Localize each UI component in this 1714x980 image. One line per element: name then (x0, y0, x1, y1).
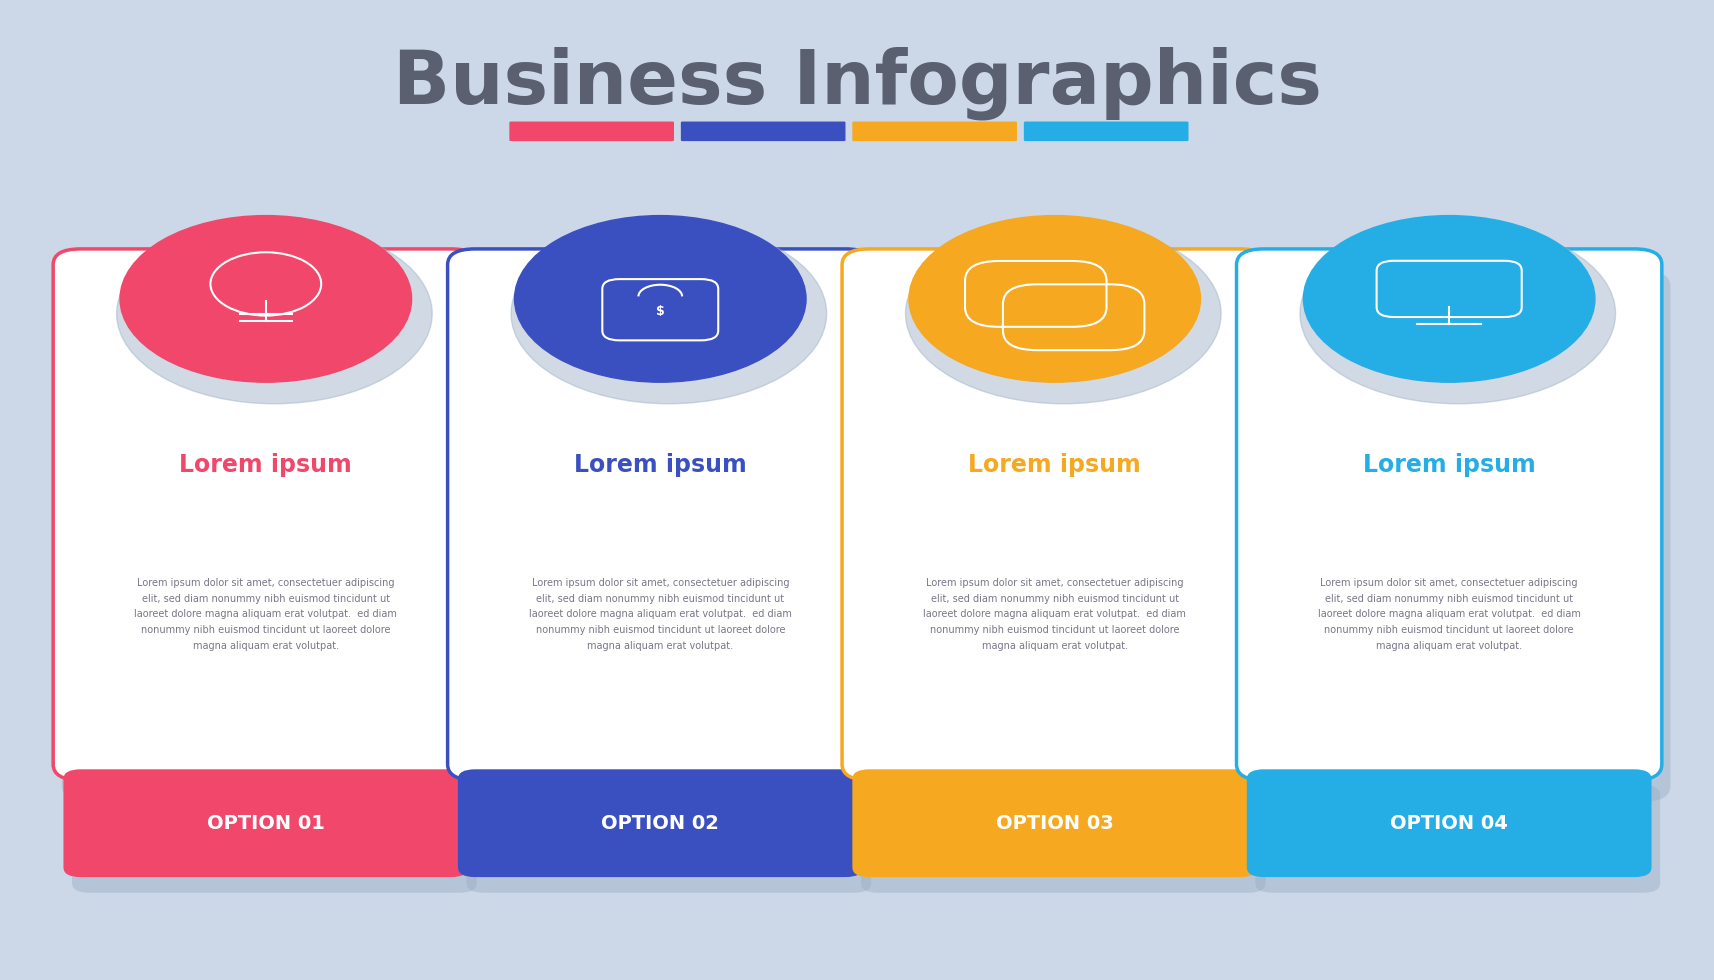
Text: Business Infographics: Business Infographics (393, 46, 1321, 120)
Text: Lorem ipsum: Lorem ipsum (1363, 453, 1534, 476)
FancyBboxPatch shape (447, 249, 872, 780)
Text: Lorem ipsum: Lorem ipsum (180, 453, 351, 476)
FancyBboxPatch shape (680, 122, 845, 141)
Circle shape (117, 223, 432, 404)
Text: Lorem ipsum dolor sit amet, consectetuer adipiscing
elit, sed diam nonummy nibh : Lorem ipsum dolor sit amet, consectetuer… (1316, 578, 1580, 651)
Text: OPTION 01: OPTION 01 (207, 813, 324, 833)
Text: OPTION 03: OPTION 03 (996, 813, 1112, 833)
FancyBboxPatch shape (852, 769, 1256, 877)
Circle shape (514, 216, 806, 382)
FancyBboxPatch shape (1023, 122, 1188, 141)
Circle shape (120, 216, 411, 382)
FancyBboxPatch shape (62, 270, 487, 802)
FancyBboxPatch shape (1236, 249, 1661, 780)
FancyBboxPatch shape (842, 249, 1267, 780)
FancyBboxPatch shape (456, 270, 881, 802)
FancyBboxPatch shape (860, 785, 1265, 893)
FancyBboxPatch shape (850, 270, 1275, 802)
FancyBboxPatch shape (1244, 270, 1669, 802)
Text: Lorem ipsum: Lorem ipsum (574, 453, 746, 476)
FancyBboxPatch shape (852, 122, 1016, 141)
Circle shape (1303, 216, 1594, 382)
FancyBboxPatch shape (458, 769, 862, 877)
FancyBboxPatch shape (509, 122, 674, 141)
Circle shape (1299, 223, 1615, 404)
Text: Lorem ipsum dolor sit amet, consectetuer adipiscing
elit, sed diam nonummy nibh : Lorem ipsum dolor sit amet, consectetuer… (134, 578, 398, 651)
Text: Lorem ipsum: Lorem ipsum (968, 453, 1140, 476)
FancyBboxPatch shape (72, 785, 476, 893)
Text: OPTION 02: OPTION 02 (602, 813, 718, 833)
Circle shape (511, 223, 826, 404)
Circle shape (905, 223, 1220, 404)
FancyBboxPatch shape (63, 769, 468, 877)
FancyBboxPatch shape (1246, 769, 1651, 877)
Circle shape (908, 216, 1200, 382)
Text: OPTION 04: OPTION 04 (1390, 813, 1507, 833)
FancyBboxPatch shape (1255, 785, 1659, 893)
FancyBboxPatch shape (53, 249, 478, 780)
Text: Lorem ipsum dolor sit amet, consectetuer adipiscing
elit, sed diam nonummy nibh : Lorem ipsum dolor sit amet, consectetuer… (528, 578, 792, 651)
FancyBboxPatch shape (466, 785, 871, 893)
Text: $: $ (655, 305, 665, 318)
Text: Lorem ipsum dolor sit amet, consectetuer adipiscing
elit, sed diam nonummy nibh : Lorem ipsum dolor sit amet, consectetuer… (922, 578, 1186, 651)
